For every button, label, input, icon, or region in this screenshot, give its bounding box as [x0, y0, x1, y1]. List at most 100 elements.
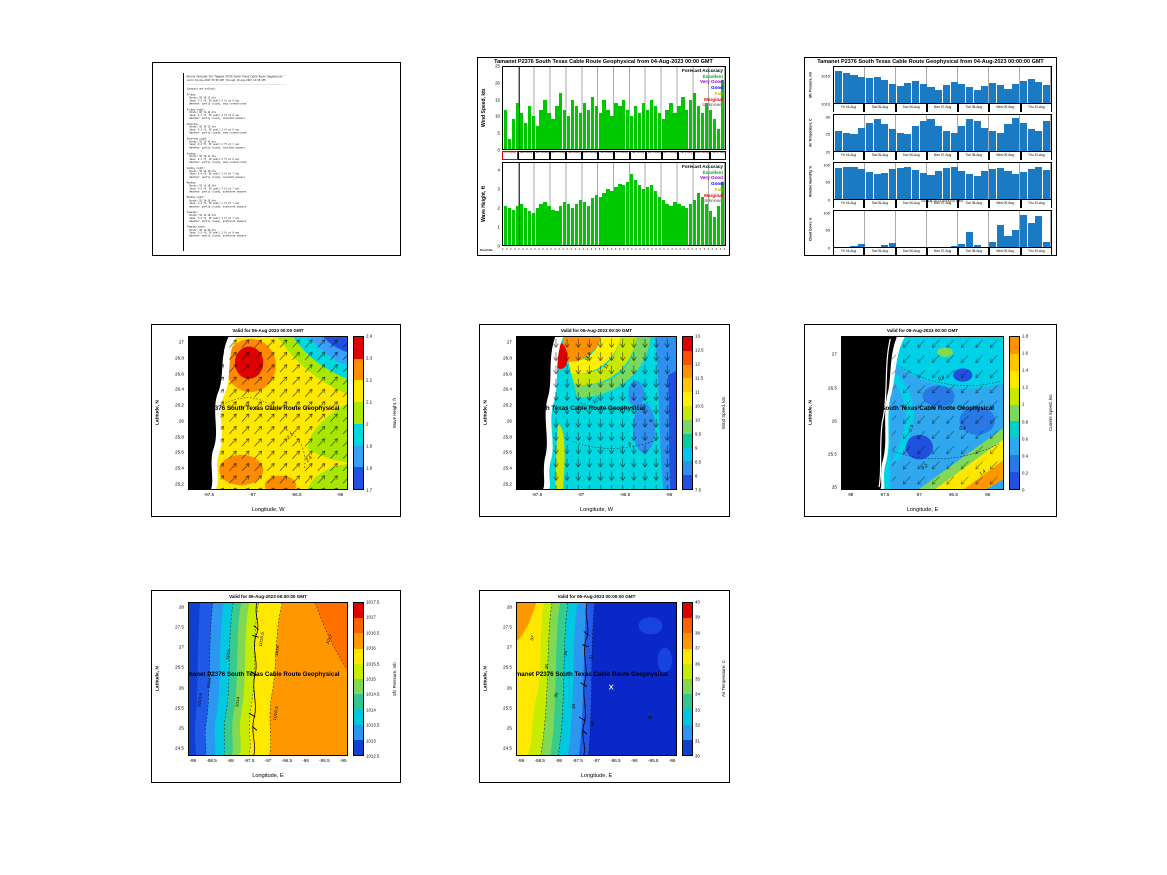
wind-day-labels: Fri 04Aug Sat 05Aug Sun 06Aug Mon 07Aug Tue … [502, 151, 726, 160]
forecast-accuracy-legend: Forecast Accuracy Excellent Very Good Good F… [682, 68, 723, 108]
pressure-map-panel: Valid for 06-Aug-2023 06:00:00 GMT Latit… [151, 590, 401, 783]
longitude-axis-label: Longitude, E [580, 773, 613, 779]
wind-speed-map: 11.5 11 10 9 8 South Texas Cable Route G… [516, 336, 677, 490]
map-title: Valid for 06-Aug-2023 00:00:00 GMT [557, 594, 636, 599]
temperature-map-graphic: 37 36 35 34 33 31 30 32 [517, 603, 676, 755]
map-title: Valid for 06-Aug-2023 06:00:00 GMT [229, 594, 307, 599]
now-marker-line [518, 163, 520, 245]
colorbar [353, 336, 364, 490]
pred-heights-label: Pred Hts: [480, 248, 494, 252]
latitude-axis-label: Latitude, N [808, 400, 814, 426]
contour-label: 35 [553, 691, 559, 698]
longitude-axis-label: Longitude, E [906, 507, 939, 513]
contour-label: 10 [592, 397, 599, 405]
forecast-text-panel: ________________________________________… [152, 62, 401, 256]
wind-arrows-pattern [551, 337, 676, 489]
longitude-axis-label: Longitude, E [252, 773, 284, 779]
contour-label: 1016 [274, 644, 280, 656]
contour-label: 9 [628, 442, 631, 449]
pressure-chart [833, 66, 1052, 104]
current-speed-map-graphic: 0.6 0.4 0.2 0.8 1.4 [842, 337, 1003, 489]
pressure-day-labels: Fri 04-Aug Sat 05-Aug Sun 06-Aug Mon 07-Aug… [833, 104, 1052, 112]
humidity-chart [833, 162, 1052, 200]
contour-label: 0.4 [960, 426, 966, 432]
pressure-map-graphic: 1015 1014.5 1014 1015.5 1016 1016.5 1017… [189, 603, 347, 755]
humidity-day-labels: Fri 04-Aug Sat 05-Aug Sun 06-Aug Mon 07-Aug… [833, 200, 1052, 208]
cloud-ylabel: Cloud Cover, % [808, 217, 813, 241]
contour-label: 1014.5 [206, 673, 213, 689]
colorbar [682, 602, 693, 756]
latitude-axis-label: Latitude, N [483, 666, 489, 692]
cloud-bars [835, 211, 1051, 247]
wind-ylabel: Wind Speed, kts [481, 88, 487, 128]
latitude-ticks: 27 26.8 26.6 26.4 26.2 26 25.8 25.6 25.4 25.2 [503, 339, 512, 487]
met-charts-panel: Tamanet P2376 South Texas Cable Route Ge… [804, 57, 1057, 256]
longitude-ticks: -97.5 -97 -96.5 -96 [531, 492, 673, 497]
contour-label: 34 [563, 649, 569, 656]
longitude-ticks: 98 97.5 97 96.5 96 [848, 492, 991, 497]
contour-label: 1014 [234, 696, 240, 708]
longitude-ticks: -99 -98.5 -98 -97.5 -97 -96.5 -96 -95.5 -95 [189, 758, 347, 763]
contour-label: 36 [544, 663, 550, 670]
route-overlay-text: Tamanet P2376 South Texas Cable Route Ge… [841, 405, 994, 413]
temperature-yticks: 30 25 20 [825, 114, 830, 155]
cloud-yticks: 100 50 0 [823, 210, 830, 251]
longitude-ticks: -97.5 -97 -96.5 -96 [203, 492, 344, 497]
temperature-chart [833, 114, 1052, 152]
latitude-ticks: 27 26.5 26 25.5 25 [828, 351, 837, 490]
colorbar [1009, 336, 1020, 490]
longitude-ticks: -99 -98.5 -98 -97.5 -97 -96.5 -96 -95.5 -95 [517, 758, 676, 763]
cloud-chart [833, 210, 1052, 248]
mid-caption: 04-Aug-2023 00:00:00 GMT [921, 199, 964, 203]
contour-label: 32 [647, 715, 652, 720]
humidity-ylabel: Relative Humidity, % [808, 165, 813, 197]
colorbar-ticks: 1.8 1.6 1.4 1.2 1 0.8 0.6 0.4 0.2 0 [1022, 333, 1029, 493]
route-overlay-text: Tamanet P2376 South Texas Cable Route Ge… [188, 405, 340, 413]
pressure-map: 1015 1014.5 1014 1015.5 1016 1016.5 1017… [188, 602, 348, 756]
colorbar [682, 336, 693, 490]
colorbar-ticks: 13 12.5 12 11.5 11 10.5 10 9.5 9 8.5 8 7.5 [695, 333, 704, 493]
latitude-ticks: 28 27.5 27 26.5 26 25.5 25 24.5 [503, 604, 512, 751]
now-marker-line [518, 67, 520, 149]
temperature-ylabel: Air Temperature, C [808, 118, 813, 148]
pressure-bars [835, 67, 1051, 103]
temperature-day-labels: Fri 04-Aug Sat 05-Aug Sun 06-Aug Mon 07-Aug… [833, 152, 1052, 160]
contour-label: 1.4 [979, 468, 987, 477]
route-overlay-text: South Texas Cable Route Geophysical [532, 405, 645, 413]
latitude-axis-label: Latitude, N [155, 666, 161, 692]
current-speed-map: 0.6 0.4 0.2 0.8 1.4 Tamanet P2376 South … [841, 336, 1004, 490]
wind-speed-map-graphic: 11.5 11 10 9 8 [517, 337, 676, 489]
humidity-bars [835, 163, 1051, 199]
colorbar-label: Sfc Pressure, mb [392, 662, 397, 696]
latitude-axis-label: Latitude, N [155, 400, 161, 426]
wind-wave-title: Tamanet P2376 South Texas Cable Route Ge… [494, 59, 713, 65]
wave-height-map-graphic: 2.2 2.4 [189, 337, 347, 489]
route-overlay-text: Tamanet P2376 South Texas Cable Route Ge… [188, 671, 340, 679]
contour-label: 11 [603, 362, 610, 370]
wind-chart: Forecast Accuracy Excellent Very Good Good F… [502, 66, 726, 150]
contour-label: 2.4 [305, 454, 313, 464]
latitude-axis-label: Latitude, N [483, 400, 489, 426]
route-overlay-text: Tamanet P2376 South Texas Cable Route Ge… [516, 671, 668, 679]
contour-label: 1016.5 [272, 705, 279, 721]
contour-label: 0.2 [921, 462, 929, 471]
wind-bars [504, 67, 724, 149]
wind-wave-chart-panel: Tamanet P2376 South Texas Cable Route Ge… [477, 57, 730, 256]
contour-label: 0.8 [938, 375, 946, 383]
contour-label: 33 [571, 703, 577, 710]
forecast-accuracy-legend: Forecast Accuracy Excellent Very Good Good F… [682, 164, 723, 204]
colorbar-ticks: 2.4 2.3 2.2 2.1 2 1.9 1.8 1.7 [366, 333, 373, 493]
wave-chart: Forecast Accuracy Excellent Very Good Good F… [502, 162, 726, 246]
colorbar-label: Wind Speed, kts [721, 397, 726, 429]
temperature-map-panel: Valid for 06-Aug-2023 00:00:00 GMT Latit… [479, 590, 730, 783]
contour-label: 1013.5 [196, 692, 203, 708]
current-speed-map-panel: Valid for 06-Aug-2023 00:00 GMT Latitude… [804, 324, 1057, 517]
wave-height-map: 2.2 2.4 Tamanet P2376 South Texas Cable … [188, 336, 348, 490]
contour-label: 2.2 [286, 431, 294, 441]
contour-label: 30 [590, 720, 596, 727]
colorbar-ticks: 40 39 38 37 36 35 34 33 32 31 30 [695, 599, 700, 759]
colorbar-ticks: 1017.5 1017 1016.5 1016 1015.5 1015 1014.5 1014… [366, 599, 380, 759]
forecast-text-block: ________________________________________… [183, 73, 396, 251]
